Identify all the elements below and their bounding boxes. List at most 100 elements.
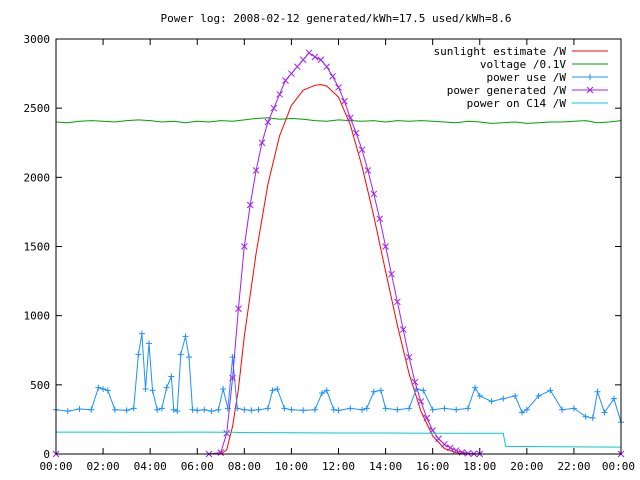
data-point (248, 407, 255, 414)
data-point (135, 351, 142, 358)
data-point (441, 440, 448, 448)
data-point (269, 387, 276, 394)
series-power-generated-w (52, 49, 625, 458)
series-layer (52, 49, 625, 458)
data-point (405, 353, 413, 361)
series-power-use-w (53, 330, 624, 426)
data-point (363, 405, 370, 412)
data-point (123, 407, 130, 414)
data-point (300, 407, 307, 414)
data-point (138, 330, 145, 337)
data-point (370, 190, 378, 198)
x-tick-label: 20:00 (510, 460, 543, 473)
data-point (76, 406, 83, 413)
legend-label: power generated /W (447, 84, 567, 97)
data-point (423, 414, 431, 422)
data-point (601, 409, 608, 416)
data-point (270, 104, 278, 112)
data-point (201, 406, 208, 413)
data-point (376, 215, 384, 223)
y-tick-label: 0 (43, 448, 50, 461)
data-point (464, 405, 471, 412)
data-point (215, 406, 222, 413)
data-point (519, 409, 526, 416)
x-tick-label: 04:00 (134, 460, 167, 473)
data-point (194, 407, 201, 414)
data-point (610, 395, 617, 402)
data-point (264, 118, 272, 126)
legend-entry: power on C14 /W (467, 97, 608, 110)
y-tick-label: 2000 (24, 171, 51, 184)
data-point (394, 298, 401, 306)
data-point (347, 405, 354, 412)
legend-entry: power use /W (487, 71, 608, 84)
data-point (223, 429, 231, 437)
data-point (208, 408, 215, 415)
data-point (234, 405, 241, 412)
x-tick-label: 16:00 (416, 460, 449, 473)
data-point (177, 351, 184, 358)
data-point (441, 405, 448, 412)
data-point (420, 387, 427, 394)
data-point (358, 146, 366, 154)
data-point (182, 333, 189, 340)
data-point (500, 395, 507, 402)
data-point (323, 387, 330, 394)
data-point (547, 387, 554, 394)
data-point (64, 408, 71, 415)
x-tick-label: 00:00 (39, 460, 72, 473)
data-point (241, 406, 248, 413)
y-tick-label: 1000 (24, 310, 51, 323)
data-point (104, 387, 111, 394)
data-point (220, 385, 227, 392)
data-point (258, 139, 266, 147)
data-point (88, 406, 95, 413)
plot-frame (55, 38, 622, 455)
data-point (305, 49, 313, 57)
data-point (476, 392, 483, 399)
data-point (488, 398, 495, 405)
series-line (56, 52, 621, 455)
data-point (382, 243, 389, 250)
data-point (417, 398, 425, 405)
data-point (341, 97, 348, 105)
chart-title: Power log: 2008-02-12 generated/kWh=17.5… (161, 12, 512, 25)
data-point (235, 305, 242, 313)
x-axis: 00:00 02:00 04:00 06:00 08:00 10:00 12:00 14:00… (39, 39, 635, 473)
data-point (452, 447, 460, 454)
data-point (282, 77, 289, 84)
data-point (293, 63, 301, 71)
data-point (319, 390, 326, 397)
data-point (288, 406, 295, 413)
series-sunlight-estimate-w (56, 84, 621, 455)
y-axis: 0 500 1000 1500 2000 2500 3000 (24, 33, 621, 461)
data-point (346, 114, 354, 122)
data-point (464, 449, 472, 457)
x-tick-label: 08:00 (228, 460, 261, 473)
legend-label: voltage /0.1V (480, 58, 566, 71)
data-point (217, 449, 225, 456)
legend-label: power use /W (487, 71, 567, 84)
data-point (352, 129, 360, 137)
data-point (582, 413, 589, 420)
data-point (446, 444, 454, 452)
data-point (311, 406, 318, 413)
data-point (158, 405, 165, 412)
data-point (535, 392, 542, 399)
data-point (264, 405, 271, 412)
x-tick-label: 02:00 (87, 460, 120, 473)
data-point (240, 243, 248, 250)
data-point (370, 388, 377, 395)
data-point (329, 72, 336, 80)
data-point (170, 406, 177, 413)
data-point (335, 84, 342, 91)
series-line (56, 431, 622, 448)
data-point (281, 405, 288, 412)
y-tick-label: 500 (30, 379, 50, 392)
data-point (130, 405, 137, 412)
data-point (163, 384, 170, 391)
data-point (586, 86, 594, 94)
series-voltage-0-1v (55, 117, 622, 124)
